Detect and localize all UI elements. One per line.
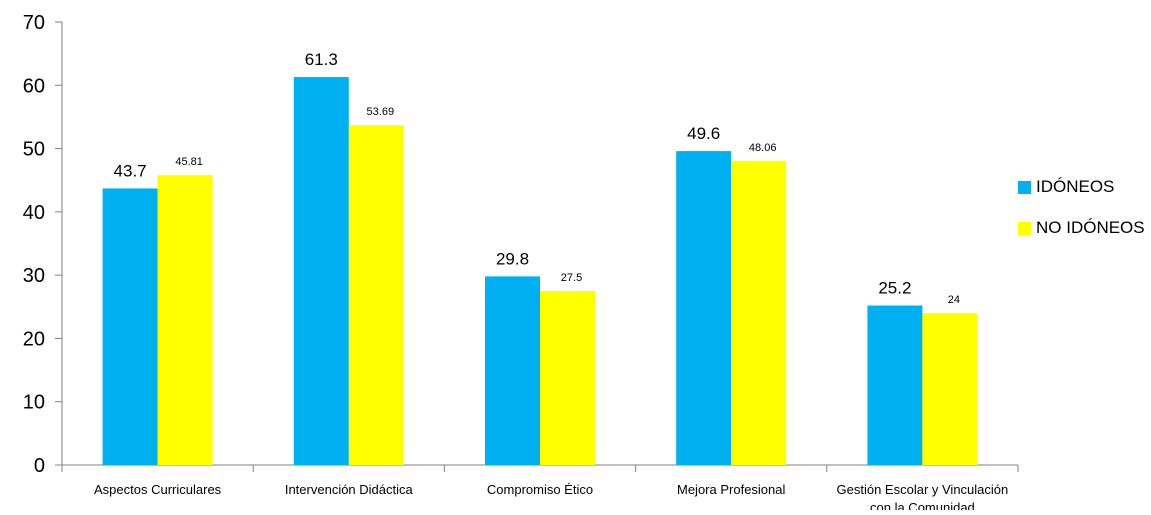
bar-idoneos	[293, 77, 349, 466]
legend-item-no-idoneos: NO IDÓNEOS	[1018, 217, 1148, 239]
bar-no-idoneos	[157, 175, 213, 466]
bar-no-idoneos	[922, 313, 978, 465]
y-tick-label: 40	[23, 202, 45, 224]
data-label: 43.7	[114, 161, 147, 180]
x-category-label-line: Compromiso Ético	[487, 482, 593, 497]
legend-label-idoneos: IDÓNEOS	[1036, 177, 1115, 196]
bar-idoneos	[485, 276, 540, 465]
x-category-label: Gestión Escolar y Vinculación con la Comu…	[837, 482, 1009, 510]
data-label: 29.8	[496, 249, 529, 268]
y-tick-label: 0	[34, 455, 45, 477]
data-label: 48.06	[749, 142, 777, 154]
legend: IDÓNEOS NO IDÓNEOS	[1018, 176, 1148, 258]
legend-item-idoneos: IDÓNEOS	[1018, 176, 1148, 198]
bar-no-idoneos	[540, 290, 595, 465]
x-category-label: Compromiso Ético	[487, 482, 593, 497]
legend-swatch-no-idoneos	[1018, 221, 1031, 235]
legend-swatch-idoneos	[1018, 180, 1031, 194]
data-label: 53.69	[367, 106, 395, 118]
x-category-label: Mejora Profesional	[677, 482, 785, 497]
x-category-label: Aspectos Curriculares	[94, 482, 222, 497]
x-category-label-line: Mejora Profesional	[677, 482, 785, 497]
y-tick-label: 60	[23, 75, 45, 97]
bar-idoneos	[867, 305, 923, 465]
y-tick-label: 30	[23, 265, 45, 287]
data-label: 49.6	[687, 124, 720, 143]
data-label: 24	[948, 294, 960, 306]
y-tick-label: 50	[23, 139, 45, 161]
bar-idoneos	[102, 188, 158, 466]
data-label: 25.2	[878, 279, 911, 298]
legend-label-no-idoneos: NO IDÓNEOS	[1036, 218, 1145, 237]
bar-no-idoneos	[731, 160, 787, 465]
bar-no-idoneos	[348, 125, 404, 466]
x-category-label: Intervención Didáctica	[285, 482, 414, 497]
x-category-label-line: con la Comunidad	[870, 500, 975, 510]
y-tick-label: 20	[23, 328, 45, 350]
y-tick-label: 10	[23, 392, 45, 414]
data-label: 61.3	[305, 50, 338, 69]
x-category-label-line: Gestión Escolar y Vinculación	[837, 482, 1009, 497]
x-category-label-line: Aspectos Curriculares	[94, 482, 222, 497]
x-category-label-line: Intervención Didáctica	[285, 482, 414, 497]
data-label: 27.5	[561, 272, 582, 284]
y-tick-label: 70	[23, 12, 45, 34]
data-label: 45.81	[175, 156, 203, 168]
bar-idoneos	[676, 151, 732, 466]
